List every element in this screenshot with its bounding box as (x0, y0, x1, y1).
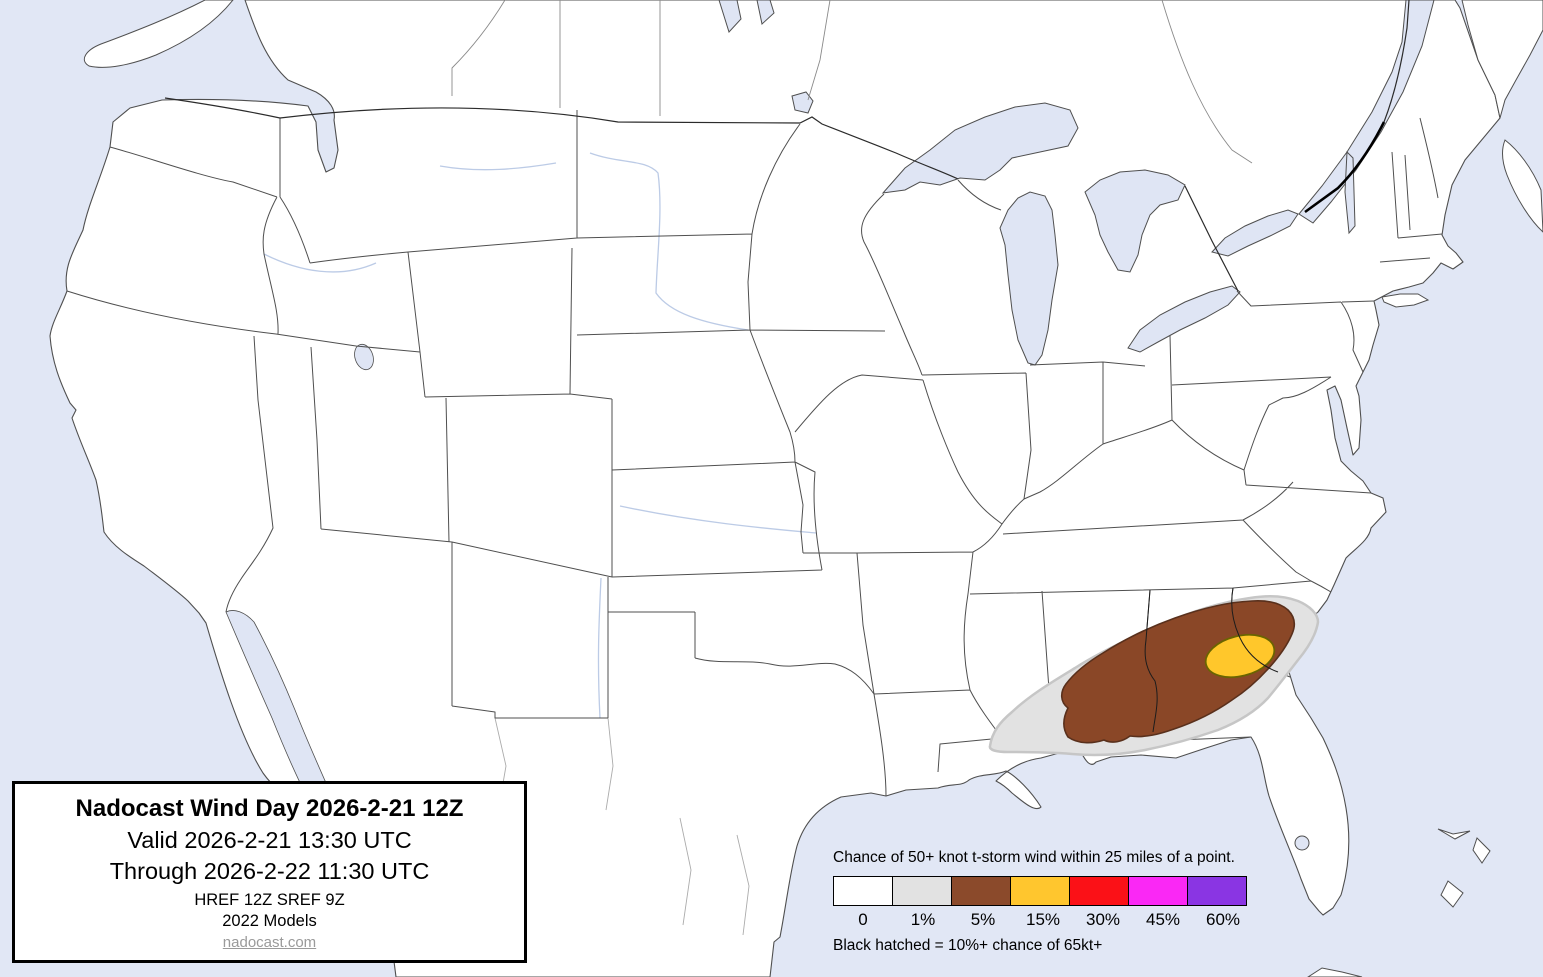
legend-swatch-row (833, 876, 1263, 906)
legend-label-5%: 5% (970, 910, 996, 929)
mexico-state-borders (494, 717, 750, 936)
province-borders (451, 0, 1253, 164)
legend-swatch-5% (951, 876, 1011, 906)
legend-swatch-60% (1187, 876, 1247, 906)
lake-winnipeg-area (718, 0, 775, 33)
legend-label-row: 0 1% 5% 15% 30% 45% 60% (833, 910, 1263, 930)
legend-swatch-30% (1069, 876, 1129, 906)
vancouver-island (83, 0, 234, 68)
lake-huron (1084, 169, 1186, 273)
state-borders-over-risk (1144, 587, 1279, 733)
legend-label-1%: 1% (910, 910, 936, 929)
valid-time: Valid 2026-2-21 13:30 UTC (127, 827, 412, 853)
lake-ontario (1211, 209, 1299, 257)
through-time: Through 2026-2-22 11:30 UTC (109, 858, 430, 884)
st-lawrence-border-segment (1304, 121, 1386, 214)
great-lakes (718, 0, 1435, 366)
lake-michigan (999, 191, 1059, 366)
nadocast-link[interactable]: nadocast.com (222, 934, 317, 951)
bahamas-islands (1437, 828, 1491, 908)
river-lines (263, 152, 817, 719)
legend-hatched-note: Black hatched = 10%+ chance of 65kt+ (833, 937, 1103, 954)
legend-label-0: 0 (858, 910, 868, 929)
title-box: Nadocast Wind Day 2026-2-21 12Z Valid 20… (12, 781, 527, 963)
st-lawrence-river (1298, 0, 1435, 224)
long-island (1381, 293, 1430, 308)
legend-label-15%: 15% (1025, 910, 1061, 929)
lake-okeechobee (1294, 835, 1310, 851)
legend-label-45%: 45% (1145, 910, 1181, 929)
lake-erie (1127, 285, 1241, 353)
lake-of-the-woods (791, 91, 814, 114)
risk-area-15pct (1204, 633, 1276, 679)
canada-border (164, 0, 1410, 292)
legend-title: Chance of 50+ knot t-storm wind within 2… (833, 849, 1235, 866)
forecast-title: Nadocast Wind Day 2026-2-21 12Z (75, 795, 464, 822)
legend-swatch-45% (1128, 876, 1188, 906)
nova-scotia-land (1502, 139, 1543, 233)
cuba-coast-sliver (1307, 967, 1363, 977)
new-brunswick-land (1461, 0, 1543, 119)
legend-label-60%: 60% (1205, 910, 1241, 929)
probability-legend: Chance of 50+ knot t-storm wind within 2… (833, 849, 1263, 955)
great-salt-lake (354, 343, 374, 371)
legend-swatch-1% (892, 876, 952, 906)
legend-swatch-0 (833, 876, 893, 906)
gulf-of-california (225, 610, 331, 796)
models-line: HREF 12Z SREF 9Z (194, 891, 345, 909)
legend-swatch-15% (1010, 876, 1070, 906)
lake-superior (881, 102, 1079, 194)
models-year-line: 2022 Models (222, 912, 317, 930)
legend-label-30%: 30% (1085, 910, 1121, 929)
